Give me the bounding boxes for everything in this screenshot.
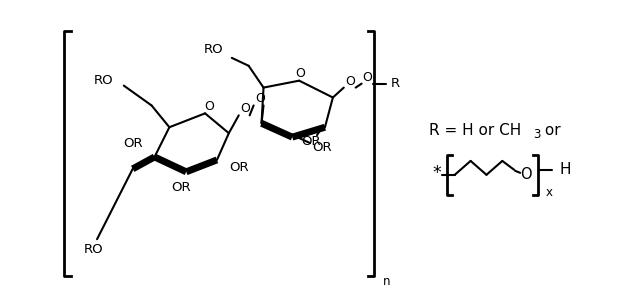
Text: OR: OR (172, 181, 191, 194)
Text: x: x (546, 186, 553, 199)
Text: OR: OR (229, 161, 248, 174)
Text: O: O (520, 167, 532, 182)
Text: 3: 3 (533, 128, 540, 141)
Text: OR: OR (312, 141, 332, 153)
Text: RO: RO (204, 43, 224, 56)
Text: n: n (383, 275, 390, 288)
Text: O: O (241, 102, 251, 115)
Text: RO: RO (84, 242, 104, 256)
Text: R: R (391, 77, 400, 90)
Text: H: H (560, 162, 572, 177)
Text: O: O (204, 100, 214, 113)
Text: R = H or CH: R = H or CH (429, 123, 521, 138)
Text: or: or (540, 123, 561, 138)
Text: O: O (363, 71, 372, 84)
Text: O: O (295, 67, 305, 80)
Text: OR: OR (123, 137, 143, 149)
Text: *: * (433, 164, 442, 182)
Text: OR: OR (301, 135, 321, 148)
Text: O: O (255, 92, 266, 105)
Text: O: O (345, 75, 355, 88)
Text: RO: RO (94, 74, 114, 87)
